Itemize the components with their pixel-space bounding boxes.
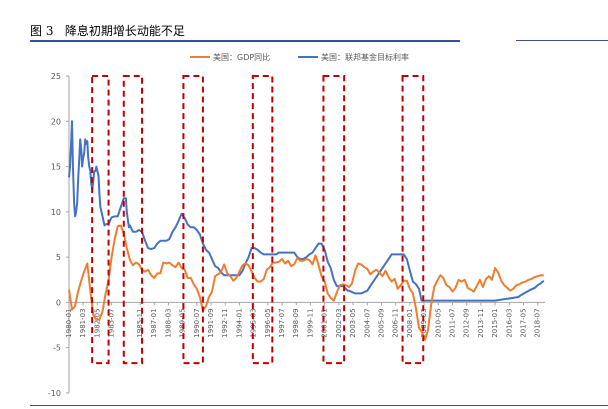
x-tick-label: 1980-01 [65,308,73,337]
x-tick-label: 2009-03 [420,308,428,337]
x-axis: 1980-01 1981-03 1982-05 1983-07 1985-11 1987-… [65,301,545,338]
x-tick-label: 2016-03 [505,308,513,337]
y-tick-label: 10 [51,208,61,217]
series-line-rate [68,120,545,302]
x-tick-label: 2005-09 [377,308,385,337]
figure-caption: 图 3 降息初期增长动能不足 [30,22,460,38]
highlight-box [251,75,274,365]
x-tick-label: 1991-09 [207,308,215,337]
x-tick-label: 1982-05 [93,308,101,337]
x-tick-label: 1992-11 [221,308,229,337]
y-tick-label: 0 [56,298,61,307]
x-tick-label: 1987-01 [150,308,158,337]
x-tick-label: 1995-03 [250,308,258,337]
x-tick-label: 2017-05 [519,308,527,337]
highlight-box [401,75,425,365]
x-tick-label: 1997-07 [278,308,286,337]
x-tick-label: 1985-11 [136,308,144,337]
x-tick-label: 1983-07 [108,308,116,337]
highlight-box [322,75,346,365]
y-tick-label: 20 [51,117,61,126]
x-tick-label: 1988-03 [164,308,172,337]
x-tick-label: 1994-01 [235,308,243,337]
highlight-box [182,75,204,365]
x-tick-label: 1999-11 [306,308,314,337]
x-tick-label: 1989-05 [179,308,187,337]
x-tick-label: 2012-09 [463,308,471,337]
y-tick-label: 25 [51,72,61,81]
y-tick-label: -5 [53,344,61,353]
y-axis: 25 20 15 10 5 0 -5 -10 [48,72,70,398]
legend-label-gdp: 美国：GDP同比 [213,52,270,62]
x-tick-label: 2010-05 [434,308,442,337]
figure-number: 图 3 [30,24,54,38]
highlight-box [91,75,110,365]
x-tick-label: 2015-01 [491,308,499,337]
x-tick-label: 1998-09 [292,308,300,337]
x-tick-label: 1981-03 [79,308,87,337]
caption-rule [30,40,460,42]
series-layer [68,120,545,341]
y-tick-label: 15 [51,163,61,172]
x-tick-label: 2008-01 [406,308,414,337]
x-tick-label: 1996-05 [264,308,272,337]
x-tick-label: 2003-05 [349,308,357,337]
highlight-boxes [91,75,425,365]
x-tick-label: 1990-07 [193,308,201,337]
caption-rule-right [516,40,608,41]
x-tick-label: 2013-11 [477,308,485,337]
x-tick-label: 2018-07 [534,308,542,337]
figure-title: 降息初期增长动能不足 [64,24,185,38]
y-tick-label: -10 [48,389,61,398]
chart-legend: 美国：GDP同比 美国：联邦基金目标利率 [190,52,409,62]
x-tick-label: 2006-11 [392,308,400,337]
highlight-box [122,75,144,365]
legend-label-rate: 美国：联邦基金目标利率 [321,52,409,62]
bottom-rule [30,405,608,406]
x-tick-label: 2004-07 [363,308,371,337]
x-tick-label: 2001-01 [321,308,329,337]
x-tick-label: 2002-03 [335,308,343,337]
series-line-gdp [68,224,544,341]
y-tick-label: 5 [56,253,61,262]
x-tick-label: 2011-07 [448,308,456,337]
